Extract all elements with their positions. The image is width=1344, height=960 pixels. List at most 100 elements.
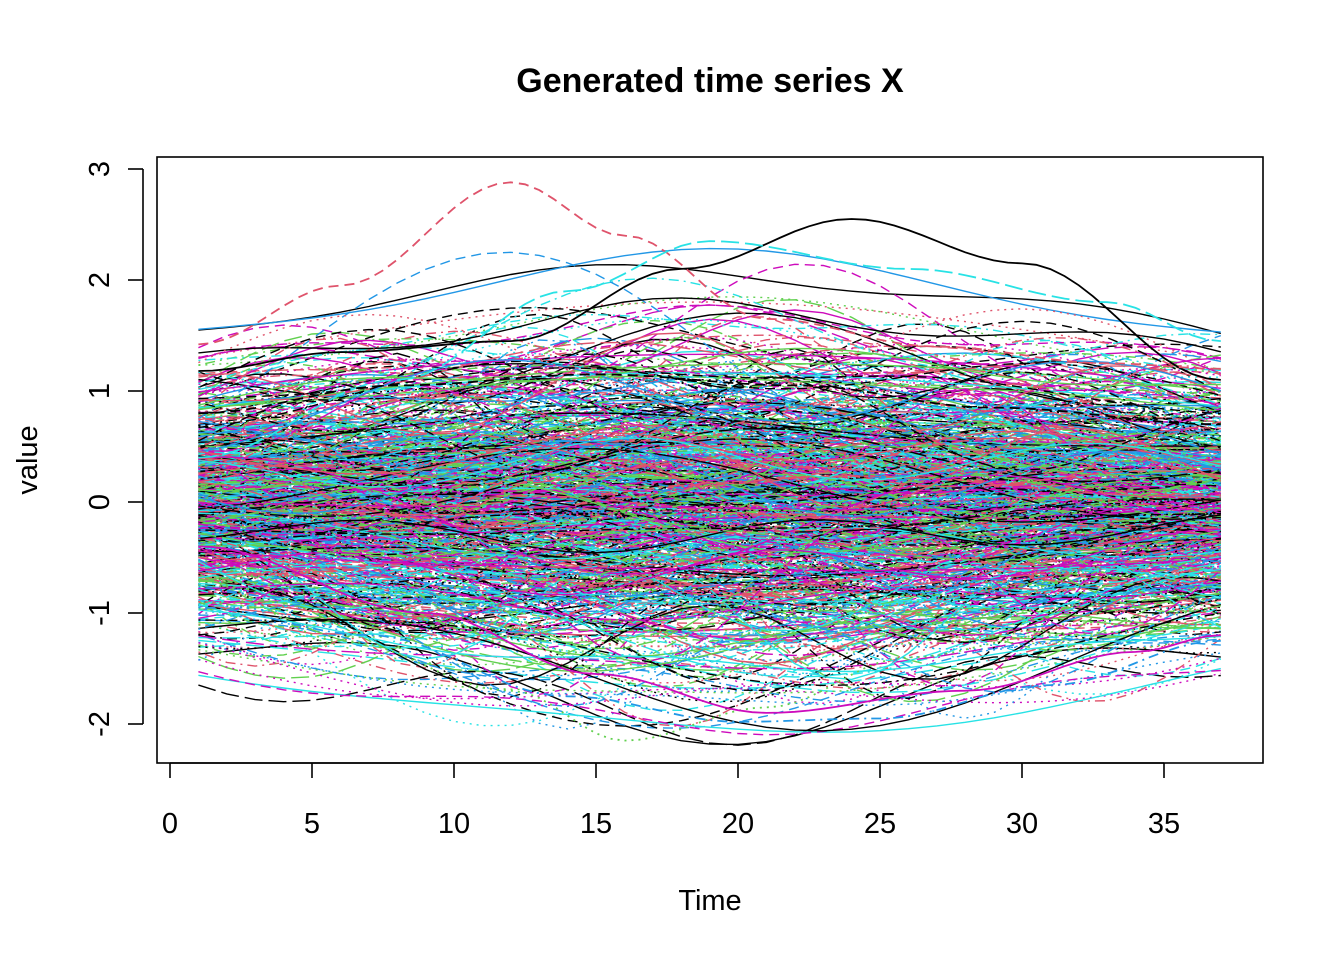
series-line <box>198 263 1222 396</box>
series-line <box>198 518 1221 576</box>
series-line <box>198 554 1221 638</box>
series-line <box>198 393 1221 546</box>
series-line <box>198 578 1221 742</box>
series-line <box>198 561 1221 639</box>
series-line <box>198 536 1221 579</box>
series-line <box>198 535 1221 615</box>
series-line <box>198 360 1222 464</box>
series-line <box>198 371 1221 409</box>
series-line <box>198 306 1221 396</box>
series-line <box>198 521 1221 663</box>
series-line <box>198 353 1222 442</box>
series-line <box>198 456 1222 575</box>
series-line <box>198 538 1221 610</box>
series-line <box>198 503 1221 518</box>
series-line <box>198 504 1221 670</box>
series-line <box>198 484 1221 519</box>
series-line <box>198 442 1221 485</box>
series-line <box>198 592 1221 651</box>
series-line <box>198 405 1221 454</box>
series-line <box>198 595 1222 708</box>
series-line <box>198 589 1222 688</box>
series-line <box>198 528 1221 596</box>
series-line <box>198 603 1221 662</box>
series-line <box>198 398 1221 438</box>
series-line <box>198 401 1221 462</box>
series-line <box>198 399 1221 587</box>
series-line <box>198 360 1221 429</box>
x-tick-label: 0 <box>162 808 178 840</box>
y-tick-label: 3 <box>84 161 116 177</box>
series-line <box>198 408 1221 511</box>
series-line <box>198 393 1221 472</box>
series-line <box>198 606 1221 723</box>
series-line <box>198 580 1221 650</box>
series-line <box>198 468 1222 546</box>
series-line <box>198 247 1221 333</box>
series-line <box>198 240 1221 459</box>
series-line <box>198 473 1221 525</box>
series-line <box>198 580 1221 621</box>
series-line <box>198 367 1221 421</box>
series-line <box>198 560 1221 613</box>
series-line <box>197 316 1222 453</box>
series-line <box>198 609 1221 673</box>
series-line <box>198 448 1221 476</box>
series-line <box>198 475 1221 554</box>
series-line <box>198 505 1221 566</box>
series-line <box>198 537 1222 642</box>
series-line <box>198 564 1221 598</box>
series-line <box>198 438 1221 520</box>
series-line <box>198 655 1221 746</box>
series-line <box>198 330 1222 433</box>
series-line <box>198 545 1221 600</box>
y-tick-label: 2 <box>84 272 116 288</box>
series-line <box>198 621 1221 684</box>
series-line <box>198 459 1221 488</box>
series-line <box>198 336 1222 453</box>
series-line <box>198 408 1221 441</box>
series-line <box>198 474 1221 512</box>
series-line <box>198 367 1221 415</box>
y-ticks: -2 -1 0 1 2 3 <box>84 161 143 737</box>
series-line <box>198 373 1221 426</box>
series-line <box>198 479 1221 496</box>
y-tick-label: -1 <box>84 600 116 626</box>
series-line <box>198 304 1221 360</box>
series-line <box>198 669 1221 736</box>
series-line <box>198 336 1221 396</box>
x-tick-label: 30 <box>1006 808 1038 840</box>
series-line <box>198 510 1221 534</box>
series-line <box>198 263 1221 335</box>
series-line <box>198 350 1221 423</box>
series-line <box>198 544 1221 640</box>
series-line <box>198 309 1221 398</box>
series-line <box>198 414 1221 460</box>
series-line <box>198 667 1221 733</box>
series-line <box>198 430 1221 475</box>
y-axis-label: value <box>12 425 44 494</box>
series-line <box>198 524 1221 610</box>
series-line <box>198 545 1221 714</box>
series-line <box>198 562 1221 678</box>
series-line <box>198 546 1222 703</box>
series-line <box>198 502 1221 511</box>
series-line <box>198 578 1221 672</box>
series-line <box>198 353 1221 393</box>
series-line <box>198 603 1222 732</box>
series-line <box>198 513 1221 536</box>
series-line <box>198 332 1222 435</box>
series-line <box>198 440 1221 482</box>
y-tick-label: 1 <box>84 383 116 399</box>
series-line <box>198 516 1221 526</box>
series-line <box>198 568 1221 598</box>
series-line <box>198 574 1221 619</box>
series-line <box>198 487 1221 510</box>
series-line <box>198 414 1221 464</box>
series-line <box>198 562 1221 589</box>
y-tick-label: -2 <box>84 711 116 737</box>
series-line <box>198 526 1221 606</box>
series-line <box>198 447 1221 466</box>
series-line <box>198 535 1221 574</box>
